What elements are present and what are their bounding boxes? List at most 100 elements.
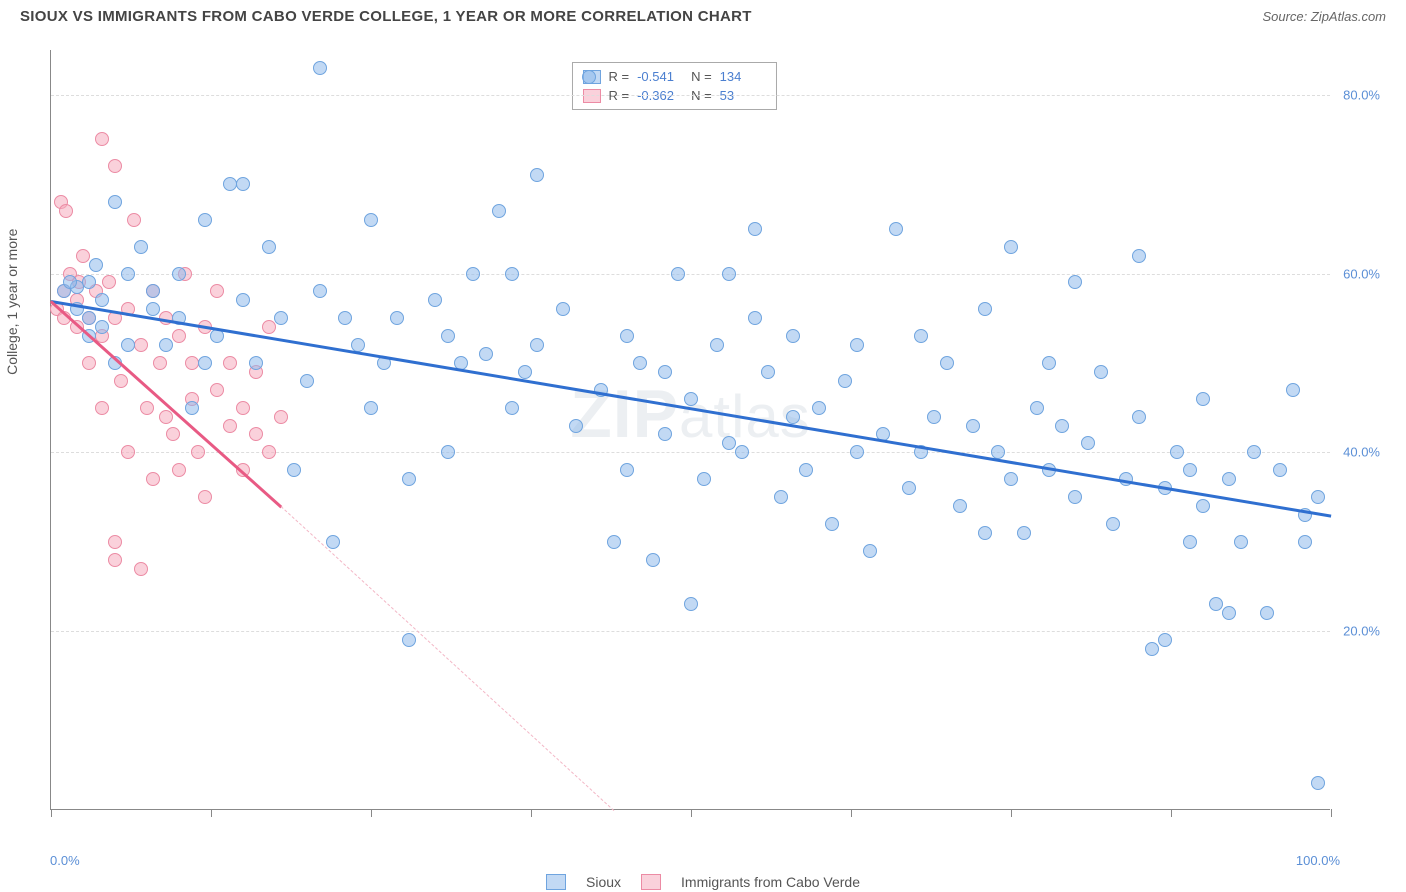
data-point bbox=[223, 419, 237, 433]
data-point bbox=[697, 472, 711, 486]
data-point bbox=[1055, 419, 1069, 433]
y-axis-label: College, 1 year or more bbox=[4, 229, 20, 375]
data-point bbox=[1298, 535, 1312, 549]
data-point bbox=[191, 445, 205, 459]
data-point bbox=[1286, 383, 1300, 397]
x-tick bbox=[691, 809, 692, 817]
data-point bbox=[1222, 472, 1236, 486]
y-tick-label: 80.0% bbox=[1343, 87, 1380, 102]
data-point bbox=[198, 356, 212, 370]
series-legend: SiouxImmigrants from Cabo Verde bbox=[546, 874, 860, 890]
data-point bbox=[1068, 275, 1082, 289]
data-point bbox=[1170, 445, 1184, 459]
y-tick-label: 40.0% bbox=[1343, 445, 1380, 460]
data-point bbox=[966, 419, 980, 433]
data-point bbox=[889, 222, 903, 236]
data-point bbox=[1042, 356, 1056, 370]
data-point bbox=[927, 410, 941, 424]
x-tick bbox=[51, 809, 52, 817]
x-tick bbox=[211, 809, 212, 817]
data-point bbox=[1311, 776, 1325, 790]
data-point bbox=[146, 284, 160, 298]
data-point bbox=[326, 535, 340, 549]
data-point bbox=[274, 410, 288, 424]
data-point bbox=[210, 383, 224, 397]
x-tick bbox=[851, 809, 852, 817]
data-point bbox=[210, 284, 224, 298]
data-point bbox=[684, 392, 698, 406]
data-point bbox=[59, 204, 73, 218]
data-point bbox=[1017, 526, 1031, 540]
data-point bbox=[1196, 392, 1210, 406]
data-point bbox=[940, 356, 954, 370]
data-point bbox=[1196, 499, 1210, 513]
x-axis-min-label: 0.0% bbox=[50, 853, 80, 868]
plot-area: ZIPatlas R =-0.541N =134R =-0.362N =53 2… bbox=[50, 50, 1330, 810]
data-point bbox=[262, 320, 276, 334]
data-point bbox=[1222, 606, 1236, 620]
correlation-legend: R =-0.541N =134R =-0.362N =53 bbox=[571, 62, 776, 110]
x-tick bbox=[1011, 809, 1012, 817]
data-point bbox=[530, 338, 544, 352]
data-point bbox=[1273, 463, 1287, 477]
data-point bbox=[313, 284, 327, 298]
data-point bbox=[1311, 490, 1325, 504]
data-point bbox=[172, 329, 186, 343]
data-point bbox=[569, 419, 583, 433]
source-attribution: Source: ZipAtlas.com bbox=[1262, 9, 1386, 24]
data-point bbox=[313, 61, 327, 75]
data-point bbox=[1260, 606, 1274, 620]
data-point bbox=[121, 338, 135, 352]
data-point bbox=[134, 562, 148, 576]
data-point bbox=[825, 517, 839, 531]
data-point bbox=[89, 258, 103, 272]
r-label: R = bbox=[608, 69, 629, 84]
data-point bbox=[978, 526, 992, 540]
data-point bbox=[198, 490, 212, 504]
data-point bbox=[441, 445, 455, 459]
data-point bbox=[492, 204, 506, 218]
data-point bbox=[761, 365, 775, 379]
data-point bbox=[1132, 410, 1146, 424]
x-tick bbox=[1171, 809, 1172, 817]
data-point bbox=[1234, 535, 1248, 549]
data-point bbox=[1081, 436, 1095, 450]
data-point bbox=[236, 401, 250, 415]
gridline bbox=[51, 274, 1330, 275]
data-point bbox=[428, 293, 442, 307]
data-point bbox=[530, 168, 544, 182]
data-point bbox=[108, 553, 122, 567]
data-point bbox=[172, 463, 186, 477]
x-tick bbox=[531, 809, 532, 817]
data-point bbox=[402, 633, 416, 647]
data-point bbox=[108, 195, 122, 209]
data-point bbox=[364, 213, 378, 227]
data-point bbox=[441, 329, 455, 343]
data-point bbox=[786, 329, 800, 343]
data-point bbox=[556, 302, 570, 316]
data-point bbox=[748, 311, 762, 325]
y-tick-label: 20.0% bbox=[1343, 624, 1380, 639]
n-value: 134 bbox=[720, 69, 766, 84]
y-tick-label: 60.0% bbox=[1343, 266, 1380, 281]
data-point bbox=[223, 356, 237, 370]
data-point bbox=[134, 338, 148, 352]
data-point bbox=[722, 436, 736, 450]
data-point bbox=[1106, 517, 1120, 531]
data-point bbox=[850, 338, 864, 352]
legend-label: Sioux bbox=[586, 874, 621, 890]
data-point bbox=[863, 544, 877, 558]
data-point bbox=[300, 374, 314, 388]
data-point bbox=[159, 410, 173, 424]
data-point bbox=[1094, 365, 1108, 379]
trend-line bbox=[281, 506, 614, 811]
data-point bbox=[223, 177, 237, 191]
data-point bbox=[786, 410, 800, 424]
data-point bbox=[140, 401, 154, 415]
data-point bbox=[1209, 597, 1223, 611]
data-point bbox=[402, 472, 416, 486]
data-point bbox=[262, 445, 276, 459]
data-point bbox=[838, 374, 852, 388]
data-point bbox=[172, 267, 186, 281]
data-point bbox=[1004, 472, 1018, 486]
